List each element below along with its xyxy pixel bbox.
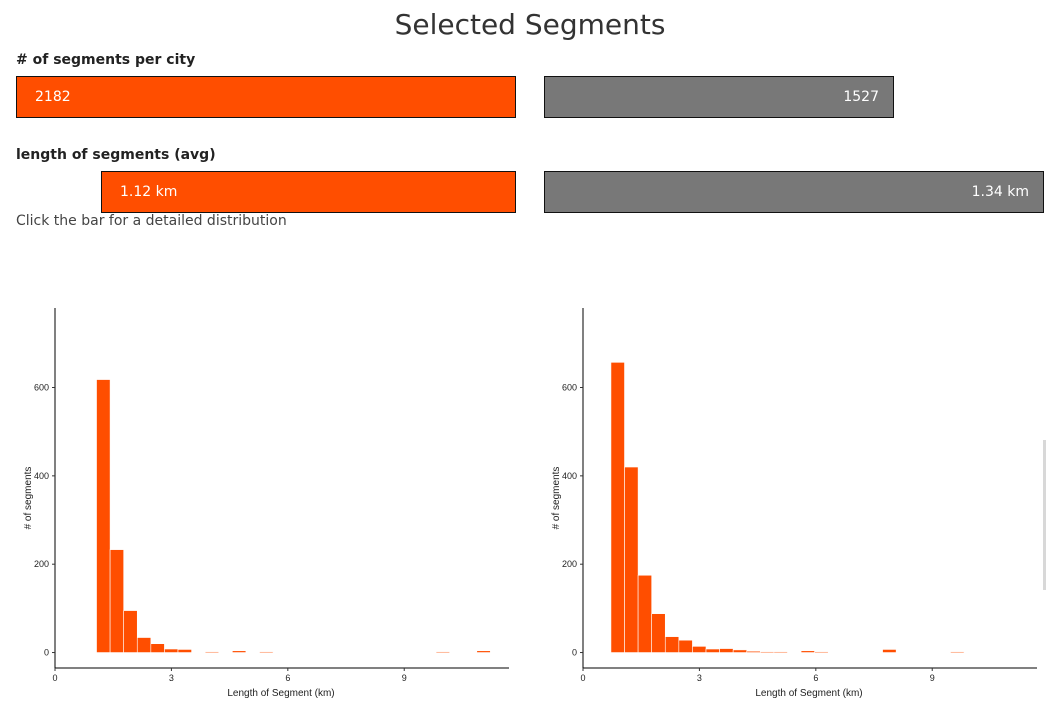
histogram-bar [664,636,680,653]
histogram-bar [950,651,965,653]
histogram-bar [232,650,247,653]
segments-count-value-left: 2182 [35,89,71,105]
x-tick-label: 3 [169,673,174,683]
scrollbar[interactable] [1043,440,1046,590]
histogram-bar [259,651,274,653]
y-tick-label: 200 [562,559,577,569]
segments-length-bar-left[interactable]: 1.12 km [101,171,516,213]
histogram-bar [164,648,179,653]
y-tick-label: 400 [34,471,49,481]
segments-length-value-left: 1.12 km [120,184,178,200]
segments-count-value-right: 1527 [843,89,879,105]
histogram-bar [637,574,652,653]
histogram-bar [692,646,707,653]
y-tick-label: 200 [34,559,49,569]
histogram-bar [96,379,111,653]
histogram-bar [746,650,761,653]
segments-count-bar-right[interactable]: 1527 [544,76,894,118]
histogram-bar [678,639,693,653]
segments-length-value-right: 1.34 km [971,184,1029,200]
histogram-bar [814,651,829,653]
x-tick-label: 3 [697,673,702,683]
histogram-right: 0 200 400 600 0 3 6 9 Length of Segment (km) # of… [551,308,1037,699]
histogram-left: 0 200 400 600 0 3 6 9 Length of Segment (km) # of… [23,308,509,699]
histogram-bar [719,648,734,653]
histogram-bar [732,649,748,653]
x-axis-label: Length of Segment (km) [227,688,334,699]
y-axis-label: # of segments [23,467,34,530]
histogram-bar [204,651,220,653]
histogram-bar [150,643,165,653]
segments-length-label: length of segments (avg) [16,147,216,163]
histogram-bar [435,651,450,653]
segments-length-bar-right[interactable]: 1.34 km [544,171,1044,213]
x-tick-label: 9 [930,673,935,683]
histogram-bar [773,651,788,653]
y-axis-label: # of segments [551,467,562,530]
histogram-bar [123,610,138,653]
x-tick-label: 0 [52,673,57,683]
histogram-bar [109,549,124,653]
y-tick-label: 600 [562,383,577,393]
histogram-bar [610,362,625,653]
histogram-bar [136,637,152,653]
histogram-bar [705,648,720,653]
segments-count-label: # of segments per city [16,52,196,68]
y-tick-label: 600 [34,383,49,393]
segments-count-bar-left[interactable]: 2182 [16,76,516,118]
x-tick-label: 9 [402,673,407,683]
x-tick-label: 6 [813,673,818,683]
y-tick-label: 0 [572,648,577,658]
histogram-bar [651,613,666,653]
y-tick-label: 0 [44,648,49,658]
histogram-bar [882,649,897,653]
histogram-bar [800,650,815,653]
histogram-bar [177,649,192,653]
x-tick-label: 6 [285,673,290,683]
histogram-bar [760,651,775,653]
histogram-bar [624,466,639,653]
page-title: Selected Segments [394,8,666,41]
y-tick-label: 400 [562,471,577,481]
x-tick-label: 0 [580,673,585,683]
x-axis-label: Length of Segment (km) [755,688,862,699]
distribution-hint: Click the bar for a detailed distributio… [16,213,287,229]
histogram-bar [476,650,491,653]
